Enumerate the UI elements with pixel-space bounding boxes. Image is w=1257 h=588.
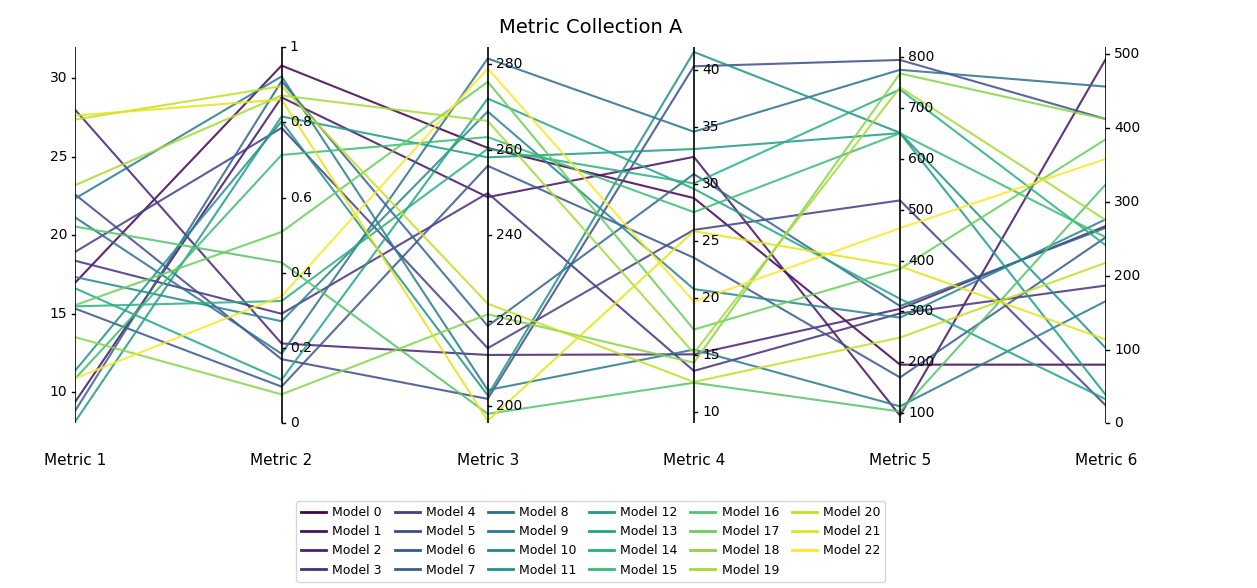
Text: 0: 0 <box>1115 416 1124 430</box>
Text: Metric 5: Metric 5 <box>869 453 931 469</box>
Text: 200: 200 <box>1115 269 1140 283</box>
Text: 20: 20 <box>703 291 719 305</box>
Text: 20: 20 <box>50 228 67 242</box>
Text: 280: 280 <box>497 57 523 71</box>
Text: 100: 100 <box>1115 343 1141 356</box>
Text: 200: 200 <box>909 355 934 369</box>
Text: 1: 1 <box>290 40 299 54</box>
Text: 500: 500 <box>909 203 934 217</box>
Text: 400: 400 <box>909 253 934 268</box>
Text: 40: 40 <box>703 63 719 77</box>
Text: Metric 6: Metric 6 <box>1075 453 1138 469</box>
Legend: Model 0, Model 1, Model 2, Model 3, Model 4, Model 5, Model 6, Model 7, Model 8,: Model 0, Model 1, Model 2, Model 3, Mode… <box>297 501 885 582</box>
Text: 200: 200 <box>497 399 522 413</box>
Text: 700: 700 <box>909 101 934 115</box>
Text: 400: 400 <box>1115 121 1140 135</box>
Text: 240: 240 <box>497 228 522 242</box>
Text: 10: 10 <box>49 385 67 399</box>
Text: 100: 100 <box>909 406 935 420</box>
Text: 600: 600 <box>909 152 935 166</box>
Text: 0.2: 0.2 <box>290 341 312 355</box>
Text: 0.4: 0.4 <box>290 266 312 280</box>
Text: 35: 35 <box>703 120 719 134</box>
Text: 30: 30 <box>50 71 67 85</box>
Text: Metric 2: Metric 2 <box>250 453 313 469</box>
Text: 25: 25 <box>50 150 67 164</box>
Text: Metric 1: Metric 1 <box>44 453 107 469</box>
Text: 300: 300 <box>1115 195 1140 209</box>
Text: 10: 10 <box>703 405 720 419</box>
Text: 220: 220 <box>497 314 522 328</box>
Text: 300: 300 <box>909 305 934 319</box>
Text: Metric 4: Metric 4 <box>662 453 725 469</box>
Text: 0.8: 0.8 <box>290 115 312 129</box>
Text: Metric 3: Metric 3 <box>456 453 519 469</box>
Title: Metric Collection A: Metric Collection A <box>499 18 683 37</box>
Text: 0.6: 0.6 <box>290 191 312 205</box>
Text: 30: 30 <box>703 177 719 191</box>
Text: 500: 500 <box>1115 48 1140 61</box>
Text: 260: 260 <box>497 143 523 156</box>
Text: 0: 0 <box>290 416 299 430</box>
Text: 15: 15 <box>49 306 67 320</box>
Text: 15: 15 <box>703 348 720 362</box>
Text: 25: 25 <box>703 234 719 248</box>
Text: 800: 800 <box>909 50 935 64</box>
